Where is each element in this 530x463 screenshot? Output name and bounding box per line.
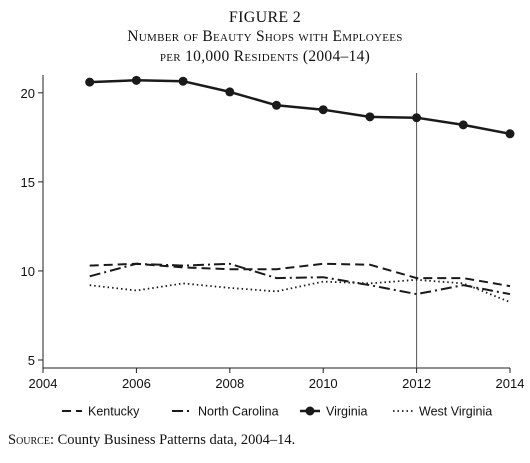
x-tick-label: 2010 bbox=[309, 376, 338, 391]
chart-axes: 5 10 15 20 2004 2006 2008 2010 2012 2014 bbox=[21, 73, 525, 391]
data-point bbox=[85, 77, 95, 87]
figure-number: FIGURE 2 bbox=[228, 9, 302, 26]
y-tick-label: 10 bbox=[21, 264, 35, 279]
legend-item-virginia: Virginia bbox=[300, 405, 368, 419]
legend-label: North Carolina bbox=[198, 405, 279, 419]
data-point bbox=[131, 75, 141, 85]
figure-title-line-1: Number of Beauty Shops with Employees bbox=[127, 28, 403, 45]
chart-legend: Kentucky North Carolina Virginia West Virgi… bbox=[62, 405, 492, 419]
legend-label: Virginia bbox=[326, 405, 368, 419]
y-tick-label: 20 bbox=[21, 86, 35, 101]
figure-title-line-2: per 10,000 Residents (2004–14) bbox=[159, 48, 371, 65]
series-line bbox=[89, 262, 511, 288]
data-point bbox=[365, 112, 375, 122]
data-point bbox=[318, 105, 328, 115]
series-west-virginia bbox=[89, 278, 511, 303]
series-kentucky bbox=[89, 262, 511, 288]
source-label: Source: bbox=[8, 432, 54, 448]
figure-title: FIGURE 2 Number of Beauty Shops with Emp… bbox=[0, 8, 530, 67]
legend-label: West Virginia bbox=[419, 405, 492, 419]
series-north-carolina bbox=[89, 262, 511, 296]
chart-series bbox=[85, 75, 515, 303]
data-point bbox=[505, 129, 515, 139]
data-point bbox=[412, 113, 422, 123]
x-tick-label: 2008 bbox=[215, 376, 244, 391]
series-line bbox=[89, 262, 511, 296]
x-tick-label: 2014 bbox=[496, 376, 525, 391]
x-tick-label: 2004 bbox=[29, 376, 58, 391]
data-point bbox=[178, 76, 188, 86]
data-point bbox=[272, 100, 281, 110]
y-tick-label: 15 bbox=[21, 175, 35, 190]
legend-marker bbox=[305, 406, 315, 416]
data-point bbox=[458, 120, 468, 130]
series-line bbox=[89, 79, 511, 136]
series-line bbox=[89, 278, 511, 303]
x-tick-label: 2012 bbox=[402, 376, 431, 391]
y-tick-label: 5 bbox=[28, 353, 35, 368]
source-note: Source: County Business Patterns data, 2… bbox=[8, 432, 295, 449]
legend-label: Kentucky bbox=[88, 405, 140, 419]
series-virginia bbox=[85, 75, 515, 139]
legend-item-west-virginia: West Virginia bbox=[393, 405, 492, 419]
x-tick-label: 2006 bbox=[122, 376, 151, 391]
data-point bbox=[225, 87, 235, 97]
source-text: County Business Patterns data, 2004–14. bbox=[53, 432, 296, 448]
legend-item-north-carolina: North Carolina bbox=[172, 405, 279, 419]
legend-item-kentucky: Kentucky bbox=[62, 405, 140, 419]
